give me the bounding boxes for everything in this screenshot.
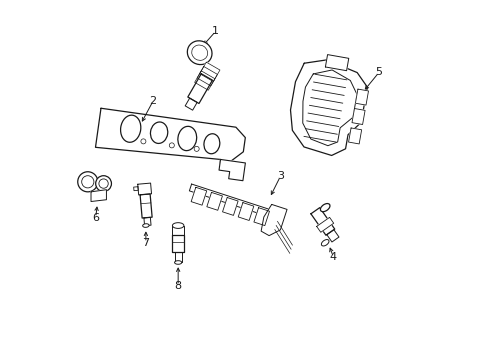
Text: 2: 2 — [149, 96, 156, 106]
Polygon shape — [261, 204, 286, 236]
Polygon shape — [290, 60, 366, 156]
Text: 7: 7 — [142, 238, 149, 248]
Text: 1: 1 — [212, 26, 219, 36]
Polygon shape — [95, 108, 245, 167]
Polygon shape — [238, 203, 253, 220]
Polygon shape — [194, 71, 215, 90]
Circle shape — [169, 143, 174, 148]
Text: 3: 3 — [276, 171, 283, 181]
Polygon shape — [206, 192, 222, 210]
Ellipse shape — [172, 223, 183, 228]
Polygon shape — [222, 198, 238, 215]
Polygon shape — [310, 208, 334, 235]
Ellipse shape — [178, 126, 196, 150]
Text: 6: 6 — [92, 213, 99, 222]
Polygon shape — [199, 62, 220, 81]
Text: 8: 8 — [174, 281, 182, 291]
Polygon shape — [174, 252, 182, 262]
Ellipse shape — [121, 115, 141, 142]
Ellipse shape — [320, 203, 329, 212]
Polygon shape — [219, 159, 245, 181]
Polygon shape — [253, 208, 269, 226]
Circle shape — [141, 139, 145, 144]
Text: 5: 5 — [375, 67, 382, 77]
Text: 4: 4 — [329, 252, 336, 262]
Ellipse shape — [174, 261, 182, 264]
Polygon shape — [91, 190, 106, 202]
Ellipse shape — [203, 134, 220, 154]
Polygon shape — [172, 235, 183, 252]
Ellipse shape — [191, 45, 207, 60]
Ellipse shape — [187, 41, 212, 64]
Ellipse shape — [321, 239, 328, 246]
Circle shape — [81, 176, 94, 188]
Polygon shape — [133, 187, 138, 191]
Polygon shape — [189, 184, 276, 219]
Polygon shape — [325, 55, 348, 71]
Polygon shape — [185, 98, 197, 110]
Ellipse shape — [150, 122, 167, 143]
Polygon shape — [197, 67, 217, 86]
Polygon shape — [316, 217, 333, 232]
Polygon shape — [326, 230, 338, 242]
Polygon shape — [302, 70, 356, 146]
Polygon shape — [351, 108, 365, 125]
Circle shape — [96, 176, 111, 192]
Polygon shape — [191, 187, 206, 205]
Circle shape — [99, 179, 108, 188]
Polygon shape — [138, 183, 151, 195]
Polygon shape — [143, 217, 151, 226]
Polygon shape — [172, 226, 183, 235]
Ellipse shape — [142, 224, 149, 228]
Circle shape — [194, 147, 199, 151]
Polygon shape — [348, 128, 361, 144]
Circle shape — [78, 172, 98, 192]
Polygon shape — [140, 194, 152, 218]
Polygon shape — [355, 89, 368, 105]
Polygon shape — [187, 74, 212, 103]
